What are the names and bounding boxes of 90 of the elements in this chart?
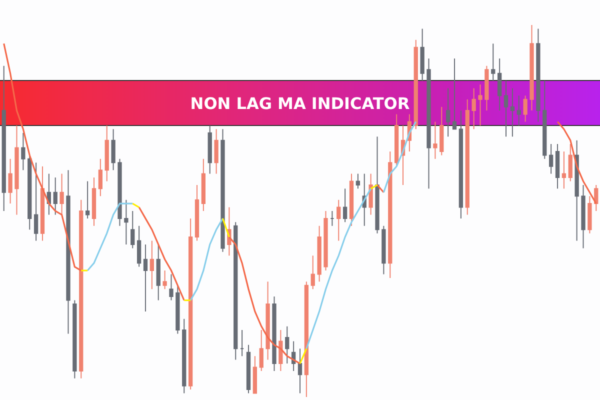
candlestick [458, 110, 464, 219]
candlestick [188, 218, 193, 390]
candlestick [53, 177, 58, 216]
candlestick [2, 65, 6, 212]
candlestick [14, 124, 19, 216]
candlestick [79, 199, 84, 379]
candlestick [304, 281, 309, 397]
candlestick [420, 28, 424, 82]
candlestick [278, 330, 283, 372]
candlestick [46, 173, 51, 216]
candlestick [516, 95, 521, 126]
candlestick [594, 184, 598, 212]
candlestick [588, 196, 592, 234]
candlestick [66, 170, 70, 334]
candlestick [169, 274, 174, 301]
candlestick [465, 98, 470, 216]
candlestick [310, 255, 315, 290]
candlestick [156, 244, 160, 301]
candlestick [317, 225, 322, 282]
candlestick [40, 166, 45, 242]
candlestick [446, 88, 450, 138]
candlestick [433, 121, 438, 160]
candlestick [60, 173, 64, 216]
candlestick [104, 124, 109, 182]
candlestick [234, 222, 238, 360]
candlestick [92, 177, 96, 226]
candlestick [143, 244, 148, 312]
candlestick [368, 173, 373, 216]
candlestick [252, 356, 258, 394]
candlestick [510, 88, 515, 138]
candlestick [201, 158, 206, 212]
candlestick [530, 25, 534, 112]
candlestick [491, 43, 496, 82]
candlestick [118, 158, 122, 226]
candlestick [259, 330, 264, 372]
candlestick [349, 173, 354, 226]
candlestick [356, 173, 360, 190]
candlestick [581, 184, 586, 249]
candlestick [568, 144, 572, 182]
candlestick [272, 296, 276, 372]
candlestick [342, 188, 348, 223]
candlestick [484, 65, 489, 112]
candlestick [336, 199, 341, 242]
candlestick [291, 340, 296, 372]
candlestick [98, 158, 103, 197]
candlestick [130, 210, 135, 249]
candlestick [150, 240, 154, 290]
candlestick [497, 58, 502, 112]
candlestick [452, 58, 457, 130]
candlestick [472, 88, 476, 130]
candlestick [136, 225, 142, 268]
candlestick [208, 124, 212, 174]
candlestick [240, 330, 244, 357]
candlestick [176, 284, 180, 334]
candlestick [182, 318, 186, 394]
candlestick [330, 210, 334, 226]
candlestick [394, 114, 399, 167]
candlestick [375, 136, 380, 234]
candlestick [124, 199, 128, 245]
candlestick [440, 106, 444, 156]
candlestick [34, 162, 38, 242]
candlestick [21, 132, 26, 171]
candlestick [562, 150, 566, 190]
candlestick [285, 326, 290, 364]
candlestick [85, 180, 90, 219]
candlestick [111, 128, 116, 171]
candlestick [542, 80, 547, 160]
candlestick [549, 144, 554, 174]
candlestick [555, 144, 560, 190]
candlestick [8, 158, 12, 204]
candlestick [214, 128, 218, 174]
text: NON LAG MA INDICATOR [190, 94, 410, 112]
candlestick [194, 184, 200, 242]
candlestick [523, 95, 528, 122]
candlestick [266, 281, 270, 360]
candlestick [298, 348, 302, 394]
candlestick [414, 39, 418, 130]
candlestick [536, 28, 540, 122]
candlestick [324, 210, 328, 272]
candlestick [162, 270, 167, 290]
candlestick [72, 300, 77, 379]
candlestick [220, 128, 225, 252]
candlestick [426, 58, 431, 190]
candlestick [388, 150, 392, 278]
candlestick [478, 84, 482, 126]
candlestick [504, 80, 508, 138]
candlestick [246, 344, 251, 394]
candlestick [28, 154, 32, 230]
candlestick [574, 140, 579, 242]
candlestick [382, 225, 386, 275]
